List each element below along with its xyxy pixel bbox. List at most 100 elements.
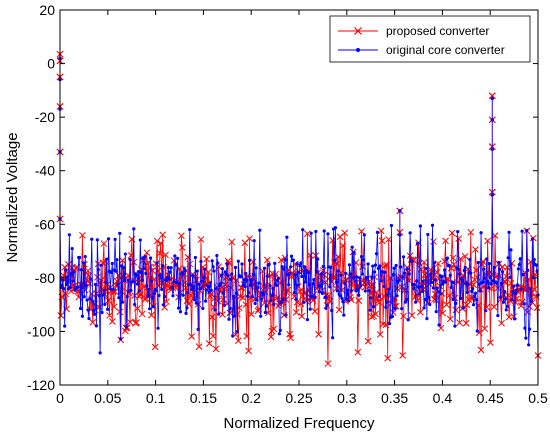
data-point <box>366 262 370 266</box>
data-point <box>188 228 192 232</box>
data-point <box>340 296 344 301</box>
data-point <box>85 298 89 302</box>
data-point <box>399 352 406 359</box>
data-point <box>186 291 190 295</box>
data-point <box>65 275 70 279</box>
data-point <box>311 307 319 315</box>
data-point <box>397 278 401 282</box>
data-point <box>484 309 488 313</box>
data-point <box>142 266 146 271</box>
data-point <box>266 272 274 280</box>
data-point <box>282 267 286 271</box>
data-point <box>108 318 116 325</box>
data-point <box>204 288 209 292</box>
data-point <box>138 238 142 242</box>
data-point <box>311 282 315 286</box>
data-point <box>375 297 382 305</box>
data-point <box>424 266 428 271</box>
data-point <box>248 310 255 318</box>
data-point <box>448 229 456 237</box>
data-point <box>194 301 198 305</box>
data-point <box>270 325 278 333</box>
data-point <box>477 346 485 354</box>
data-point <box>289 254 294 258</box>
plot-area <box>60 10 538 385</box>
data-point <box>97 293 101 298</box>
data-point <box>369 281 377 289</box>
data-point <box>316 257 320 261</box>
data-point <box>270 293 274 297</box>
data-point <box>195 269 199 273</box>
data-point <box>501 300 506 304</box>
data-point <box>111 287 115 292</box>
data-point <box>415 241 420 245</box>
data-point <box>357 293 361 297</box>
data-point <box>373 263 378 267</box>
data-point <box>471 287 475 291</box>
data-point <box>188 333 195 340</box>
data-point <box>250 295 254 299</box>
data-point <box>281 297 285 302</box>
data-point <box>395 294 399 298</box>
data-point <box>255 298 259 302</box>
data-point <box>530 237 534 241</box>
data-point <box>245 347 252 355</box>
data-point <box>443 301 450 309</box>
series-original <box>58 56 540 355</box>
data-point <box>374 252 379 256</box>
data-point <box>258 228 262 232</box>
data-point <box>197 282 201 286</box>
data-point <box>355 275 359 279</box>
data-point <box>269 299 273 303</box>
data-point <box>242 278 246 282</box>
data-point <box>507 230 511 235</box>
data-point <box>466 282 470 287</box>
data-point <box>123 252 127 256</box>
data-point <box>221 291 225 295</box>
data-point <box>463 265 467 270</box>
data-point <box>361 258 366 262</box>
data-point <box>430 223 435 227</box>
data-point <box>215 253 219 258</box>
data-point <box>490 303 498 311</box>
data-point <box>329 265 333 269</box>
data-point <box>517 263 521 267</box>
data-point <box>408 231 412 235</box>
data-point <box>498 319 505 327</box>
data-point <box>500 270 505 274</box>
data-point <box>206 340 213 347</box>
data-point <box>492 265 496 270</box>
data-point <box>384 354 392 362</box>
data-point <box>198 286 202 291</box>
data-point <box>526 268 530 272</box>
data-point <box>430 238 437 245</box>
data-point <box>68 285 72 289</box>
x-tick-label: 0.25 <box>285 390 312 406</box>
data-point <box>497 260 501 265</box>
data-point <box>197 236 205 243</box>
data-point <box>387 287 391 291</box>
data-point <box>130 258 138 266</box>
data-point <box>443 268 447 272</box>
data-point <box>533 304 541 312</box>
data-point <box>72 270 76 274</box>
data-point <box>457 267 461 272</box>
data-point <box>445 292 453 299</box>
data-point <box>147 287 151 292</box>
data-point <box>434 260 442 267</box>
data-point <box>246 235 253 242</box>
data-point <box>349 289 353 293</box>
data-point <box>263 256 271 264</box>
data-point <box>428 302 432 306</box>
data-point <box>227 317 231 321</box>
data-point <box>160 287 164 292</box>
data-point <box>193 255 197 260</box>
data-point <box>192 298 197 302</box>
data-point <box>116 282 120 286</box>
data-point <box>415 279 419 283</box>
data-point <box>205 268 212 276</box>
data-point <box>115 258 119 262</box>
data-point <box>375 299 383 306</box>
data-point <box>368 313 376 321</box>
data-point <box>260 297 264 301</box>
